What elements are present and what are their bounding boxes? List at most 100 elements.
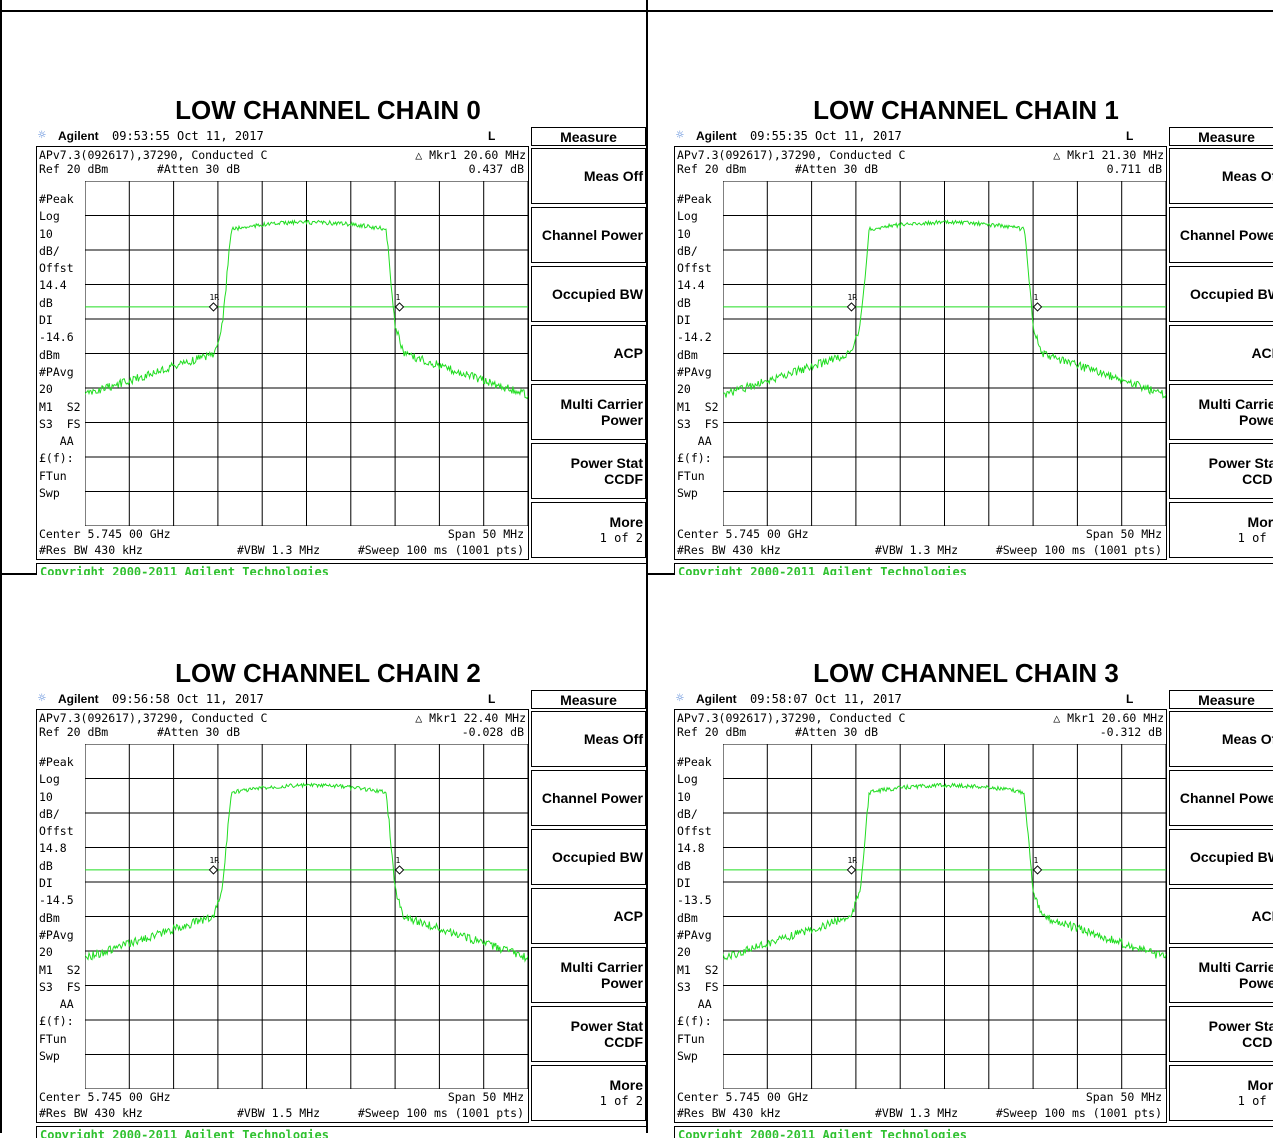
side-label: dBm	[39, 910, 60, 925]
softkey-sublabel: 1 of 2	[1237, 531, 1273, 545]
softkey-label: CCDF	[604, 471, 643, 487]
status-bar: ☼ Agilent 09:58:07 Oct 11, 2017 L	[674, 689, 1166, 709]
side-label: 14.4	[39, 278, 67, 293]
softkey-acp[interactable]: ACP	[1169, 888, 1273, 944]
analyzer-display: APv7.3(092617),37290, Conducted C △ Mkr1…	[36, 709, 529, 1123]
softkey-label: Meas Off	[583, 731, 643, 747]
softkey-occupied-bw[interactable]: Occupied BW	[531, 829, 646, 885]
softkey-meas-off[interactable]: Meas Off	[1169, 148, 1273, 204]
side-label: Offst	[677, 261, 712, 276]
sun-icon: ☼	[676, 691, 684, 706]
side-label: dB/	[39, 806, 60, 821]
side-label: dBm	[677, 910, 698, 925]
softkey-channel-power[interactable]: Channel Power	[531, 207, 646, 263]
side-label: #PAvg	[677, 927, 712, 942]
softkey-meas-off[interactable]: Meas Off	[1169, 711, 1273, 767]
side-label: M1 S2	[677, 399, 719, 414]
softkey-channel-power[interactable]: Channel Power	[531, 770, 646, 826]
marker-delta-label: 1	[1034, 856, 1039, 865]
marker-delta-label: 1	[396, 293, 401, 302]
video-bandwidth: #VBW 1.3 MHz	[875, 543, 959, 557]
analyzer-display: APv7.3(092617),37290, Conducted C △ Mkr1…	[674, 709, 1167, 1123]
softkey-acp[interactable]: ACP	[531, 325, 646, 381]
softkey-occupied-bw[interactable]: Occupied BW	[531, 266, 646, 322]
center-frequency: Center 5.745 00 GHz	[39, 527, 171, 541]
marker-reference-label: 1R	[209, 856, 219, 865]
spectrum-plot: 1R 1	[723, 181, 1166, 526]
sun-icon: ☼	[38, 128, 46, 143]
panel-title: LOW CHANNEL CHAIN 1	[813, 95, 1119, 125]
span: Span 50 MHz	[447, 1090, 524, 1104]
marker-readout: △ Mkr1 20.60 MHz	[415, 148, 526, 162]
softkey-label: Power	[600, 975, 643, 991]
softkey-acp[interactable]: ACP	[531, 888, 646, 944]
analyzer-panel-chain-3: LOW CHANNEL CHAIN 3 ☼ Agilent 09:58:07 O…	[648, 575, 1273, 1138]
config-label: APv7.3(092617),37290, Conducted C	[677, 711, 906, 725]
side-label: DI	[39, 313, 53, 328]
softkey-label: ACP	[1251, 908, 1273, 924]
side-label: AA	[677, 997, 712, 1012]
softkey-occupied-bw[interactable]: Occupied BW	[1169, 266, 1273, 322]
panel-title: LOW CHANNEL CHAIN 2	[175, 658, 481, 688]
menu-title: Measure	[1169, 127, 1273, 146]
status-bar: ☼ Agilent 09:53:55 Oct 11, 2017 L	[36, 126, 528, 146]
marker-value: 0.437 dB	[468, 162, 524, 176]
marker-delta-diamond	[1032, 865, 1043, 875]
softkey-label: More	[1247, 1077, 1273, 1093]
side-label: Log	[39, 772, 60, 787]
softkey-channel-power[interactable]: Channel Power	[1169, 207, 1273, 263]
side-label: #PAvg	[39, 364, 74, 379]
side-label: 14.8	[39, 841, 67, 856]
side-label: #Peak	[677, 755, 712, 769]
softkey-meas-off[interactable]: Meas Off	[531, 711, 646, 767]
side-annotations: #Peak Log 10 dB/Offst 14.8 dB DI -13.5 dBm #PAvg 2…	[677, 754, 721, 1065]
brand-label: Agilent	[58, 692, 99, 706]
side-label: dB/	[39, 243, 60, 258]
softkey-label: Power	[1238, 975, 1273, 991]
video-bandwidth: #VBW 1.5 MHz	[237, 1106, 321, 1120]
softkey-label: Occupied BW	[551, 849, 643, 865]
timestamp: 09:55:35 Oct 11, 2017	[750, 129, 902, 143]
brand-label: Agilent	[696, 129, 737, 143]
menu-title: Measure	[1169, 690, 1273, 709]
attenuation: #Atten 30 dB	[157, 725, 241, 739]
softkey-acp[interactable]: ACP	[1169, 325, 1273, 381]
timestamp: 09:56:58 Oct 11, 2017	[112, 692, 264, 706]
center-frequency: Center 5.745 00 GHz	[677, 527, 809, 541]
side-label: #Peak	[677, 192, 712, 206]
spectrum-analyzer-screenshot: ☼ Agilent 09:53:55 Oct 11, 2017 L APv7.3…	[36, 126, 646, 575]
softkey-channel-power[interactable]: Channel Power	[1169, 770, 1273, 826]
side-label: 10	[39, 226, 53, 241]
softkey-label: Meas Off	[1221, 731, 1273, 747]
side-label: DI	[677, 313, 691, 328]
side-label: #Peak	[39, 192, 74, 206]
marker-delta-diamond	[394, 865, 405, 875]
side-label: S3 FS	[677, 979, 719, 994]
ref-level: Ref 20 dBm	[39, 725, 109, 739]
softkey-meas-off[interactable]: Meas Off	[531, 148, 646, 204]
spectrum-analyzer-screenshot: ☼ Agilent 09:55:35 Oct 11, 2017 L APv7.3…	[674, 126, 1273, 575]
mode-indicator: L	[488, 692, 496, 706]
marker-reference-diamond	[208, 302, 219, 312]
resolution-bandwidth: #Res BW 430 kHz	[677, 1106, 781, 1120]
softkey-label: Channel Power	[1179, 790, 1273, 806]
softkey-label: Power Stat	[570, 455, 643, 471]
softkey-occupied-bw[interactable]: Occupied BW	[1169, 829, 1273, 885]
spectrum-trace	[85, 219, 528, 400]
softkey-sublabel: 1 of 2	[599, 531, 643, 545]
spectrum-trace	[723, 782, 1166, 961]
softkey-label: Multi Carrier	[1198, 396, 1273, 412]
softkey-label: Occupied BW	[1189, 286, 1273, 302]
